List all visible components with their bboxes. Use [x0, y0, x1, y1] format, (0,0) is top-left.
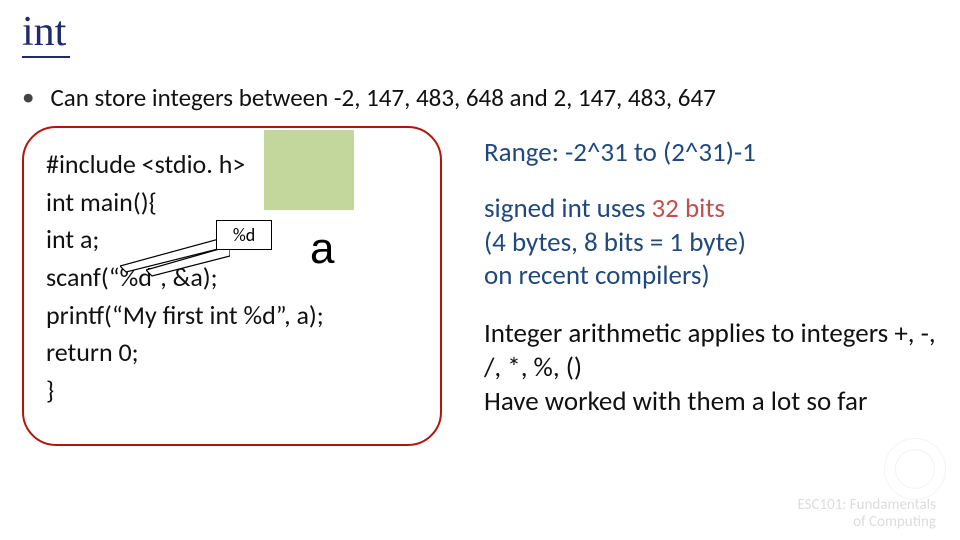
ops-line1: Integer arithmetic applies to integers +…: [484, 317, 936, 384]
ops-text: Integer arithmetic applies to integers +…: [484, 317, 940, 418]
footer-l1: ESC101: Fundamentals: [797, 496, 936, 514]
code-line: }: [46, 372, 418, 410]
arrow-icon: [146, 246, 230, 280]
signed-pre: signed int uses: [484, 192, 652, 225]
bits-text: 32 bits: [652, 192, 725, 225]
a-callout: a: [310, 224, 334, 274]
code-box: #include <stdio. h> int main(){ int a; s…: [22, 126, 442, 446]
footer-l2: of Computing: [853, 513, 936, 531]
page-title: int: [22, 8, 70, 58]
code-line: #include <stdio. h>: [46, 146, 418, 184]
signed-post1: (4 bytes, 8 bits = 1 byte): [484, 226, 746, 259]
seal-inner-icon: [895, 449, 935, 489]
bullet-dot-icon: •: [22, 82, 34, 112]
code-line: return 0;: [46, 334, 418, 372]
footer-text: ESC101: Fundamentals of Computing: [797, 497, 936, 530]
right-column: Range: -2^31 to (2^31)-1 signed int uses…: [484, 136, 940, 418]
bullet-item: • Can store integers between -2, 147, 48…: [22, 82, 716, 113]
range-text: Range: -2^31 to (2^31)-1: [484, 136, 940, 170]
code-line: printf(“My first int %d”, a);: [46, 297, 418, 335]
code-line: scanf(“%d”, &a);: [46, 259, 418, 297]
ops-line2: Have worked with them a lot so far: [484, 385, 867, 418]
signed-post2: on recent compilers): [484, 259, 710, 292]
code-line: int main(){: [46, 184, 418, 222]
percent-d-callout: %d: [216, 220, 272, 250]
seal-icon: [884, 438, 946, 500]
bullet-text: Can store integers between -2, 147, 483,…: [50, 82, 715, 113]
signed-int-text: signed int uses 32 bits (4 bytes, 8 bits…: [484, 192, 940, 293]
